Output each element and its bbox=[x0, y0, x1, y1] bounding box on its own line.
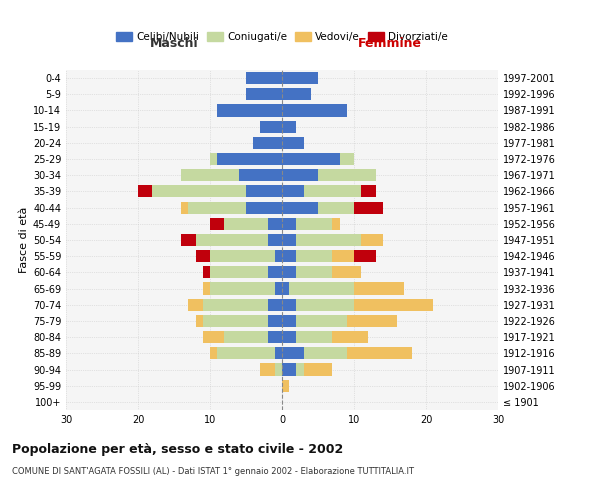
Bar bbox=[282, 137, 304, 149]
Bar bbox=[296, 331, 332, 343]
Bar bbox=[217, 153, 282, 165]
Bar bbox=[152, 186, 246, 198]
Text: Femmine: Femmine bbox=[358, 37, 422, 50]
Bar bbox=[268, 298, 282, 311]
Bar bbox=[268, 234, 282, 246]
Bar bbox=[196, 234, 268, 246]
Bar bbox=[203, 298, 268, 311]
Bar bbox=[332, 218, 340, 230]
Bar bbox=[203, 266, 210, 278]
Bar bbox=[354, 202, 383, 213]
Bar bbox=[347, 315, 397, 327]
Bar bbox=[210, 348, 217, 360]
Bar bbox=[354, 282, 404, 294]
Text: COMUNE DI SANT'AGATA FOSSILI (AL) - Dati ISTAT 1° gennaio 2002 - Elaborazione TU: COMUNE DI SANT'AGATA FOSSILI (AL) - Dati… bbox=[12, 468, 414, 476]
Bar bbox=[282, 202, 318, 213]
Bar bbox=[304, 186, 361, 198]
Bar bbox=[282, 282, 289, 294]
Y-axis label: Fasce di età: Fasce di età bbox=[19, 207, 29, 273]
Bar bbox=[354, 250, 376, 262]
Bar bbox=[188, 202, 246, 213]
Bar bbox=[239, 169, 282, 181]
Bar bbox=[282, 153, 340, 165]
Bar bbox=[361, 234, 383, 246]
Bar bbox=[210, 153, 217, 165]
Bar bbox=[282, 218, 296, 230]
Bar bbox=[282, 120, 296, 132]
Bar bbox=[188, 298, 203, 311]
Bar bbox=[304, 348, 347, 360]
Bar bbox=[275, 282, 282, 294]
Bar bbox=[275, 348, 282, 360]
Bar bbox=[203, 331, 224, 343]
Bar bbox=[210, 282, 275, 294]
Bar bbox=[282, 380, 289, 392]
Bar bbox=[282, 186, 304, 198]
Bar bbox=[296, 298, 354, 311]
Bar bbox=[296, 218, 332, 230]
Bar bbox=[282, 104, 347, 117]
Bar bbox=[282, 315, 296, 327]
Bar bbox=[282, 234, 296, 246]
Text: Maschi: Maschi bbox=[149, 37, 199, 50]
Bar bbox=[210, 218, 224, 230]
Bar bbox=[210, 250, 275, 262]
Bar bbox=[224, 218, 268, 230]
Bar bbox=[246, 202, 282, 213]
Bar bbox=[361, 186, 376, 198]
Bar bbox=[354, 298, 433, 311]
Bar bbox=[282, 266, 296, 278]
Bar bbox=[332, 250, 354, 262]
Bar bbox=[296, 364, 304, 376]
Bar bbox=[181, 234, 196, 246]
Bar bbox=[282, 331, 296, 343]
Bar bbox=[181, 169, 239, 181]
Bar bbox=[282, 88, 311, 101]
Bar bbox=[260, 120, 282, 132]
Bar bbox=[217, 348, 275, 360]
Bar bbox=[347, 348, 412, 360]
Bar bbox=[340, 153, 354, 165]
Bar bbox=[253, 137, 282, 149]
Bar bbox=[196, 315, 203, 327]
Bar bbox=[203, 282, 210, 294]
Bar bbox=[296, 250, 332, 262]
Bar bbox=[268, 266, 282, 278]
Bar bbox=[246, 72, 282, 84]
Bar bbox=[318, 169, 376, 181]
Bar bbox=[296, 234, 361, 246]
Bar bbox=[282, 72, 318, 84]
Bar bbox=[275, 364, 282, 376]
Bar bbox=[332, 266, 361, 278]
Bar bbox=[275, 250, 282, 262]
Bar bbox=[282, 169, 318, 181]
Bar bbox=[282, 298, 296, 311]
Bar bbox=[224, 331, 268, 343]
Bar bbox=[332, 331, 368, 343]
Bar bbox=[260, 364, 275, 376]
Bar bbox=[181, 202, 188, 213]
Bar bbox=[282, 250, 296, 262]
Bar bbox=[246, 88, 282, 101]
Bar bbox=[268, 331, 282, 343]
Bar bbox=[289, 282, 354, 294]
Legend: Celibi/Nubili, Coniugati/e, Vedovi/e, Divorziati/e: Celibi/Nubili, Coniugati/e, Vedovi/e, Di… bbox=[112, 28, 452, 46]
Bar bbox=[282, 348, 304, 360]
Bar bbox=[203, 315, 268, 327]
Bar bbox=[282, 364, 296, 376]
Bar bbox=[304, 364, 332, 376]
Bar bbox=[138, 186, 152, 198]
Bar bbox=[318, 202, 354, 213]
Bar bbox=[246, 186, 282, 198]
Bar bbox=[268, 315, 282, 327]
Bar bbox=[296, 315, 347, 327]
Bar bbox=[217, 104, 282, 117]
Bar bbox=[210, 266, 268, 278]
Bar bbox=[196, 250, 210, 262]
Bar bbox=[296, 266, 332, 278]
Text: Popolazione per età, sesso e stato civile - 2002: Popolazione per età, sesso e stato civil… bbox=[12, 442, 343, 456]
Bar bbox=[268, 218, 282, 230]
